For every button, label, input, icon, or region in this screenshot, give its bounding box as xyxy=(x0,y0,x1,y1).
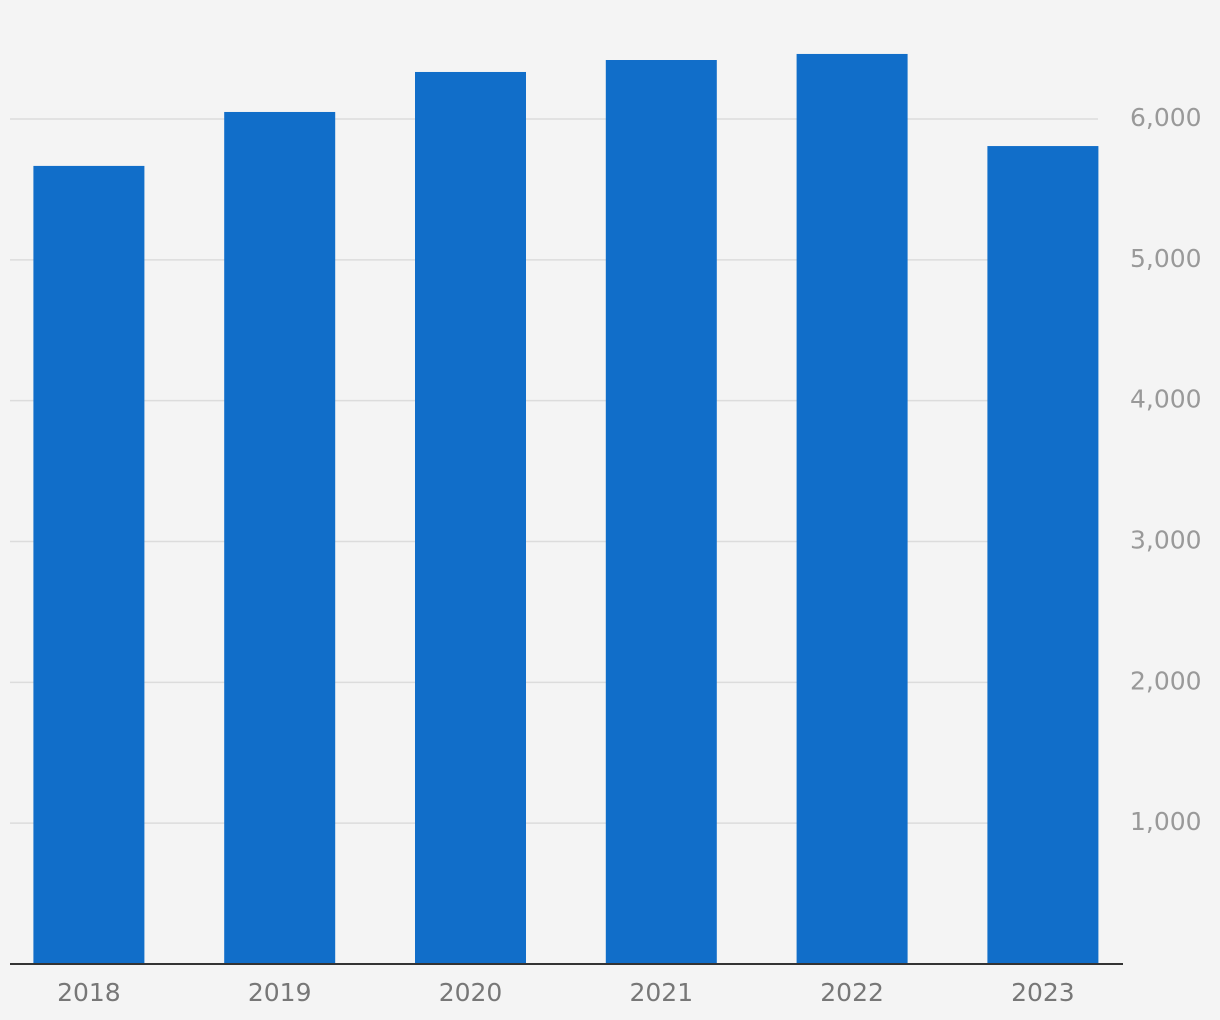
bar xyxy=(605,60,717,964)
x-tick-label: 2023 xyxy=(1011,978,1075,1007)
x-tick-label: 2019 xyxy=(248,978,312,1007)
y-tick-label: 2,000 xyxy=(1130,666,1202,695)
bar xyxy=(796,53,908,965)
y-tick-label: 3,000 xyxy=(1130,526,1202,555)
x-tick-label: 2020 xyxy=(439,978,503,1007)
bar xyxy=(224,111,336,964)
y-tick-label: 1,000 xyxy=(1130,807,1202,836)
x-tick-label: 2021 xyxy=(629,978,693,1007)
bar xyxy=(33,165,145,964)
x-tick-label: 2018 xyxy=(57,978,121,1007)
bar xyxy=(987,146,1099,965)
y-tick-label: 6,000 xyxy=(1130,103,1202,132)
y-tick-label: 4,000 xyxy=(1130,385,1202,414)
bar xyxy=(415,71,526,964)
x-tick-label: 2022 xyxy=(820,978,884,1007)
y-tick-label: 5,000 xyxy=(1130,244,1202,273)
